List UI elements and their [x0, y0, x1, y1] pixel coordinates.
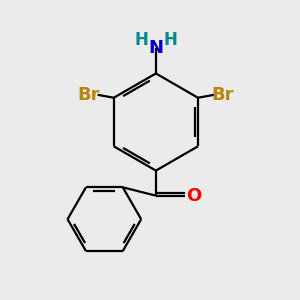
Text: Br: Br [212, 86, 234, 104]
Text: N: N [148, 39, 164, 57]
Text: Br: Br [77, 86, 100, 104]
Text: H: H [163, 31, 177, 49]
Text: O: O [186, 187, 201, 205]
Text: H: H [135, 31, 149, 49]
